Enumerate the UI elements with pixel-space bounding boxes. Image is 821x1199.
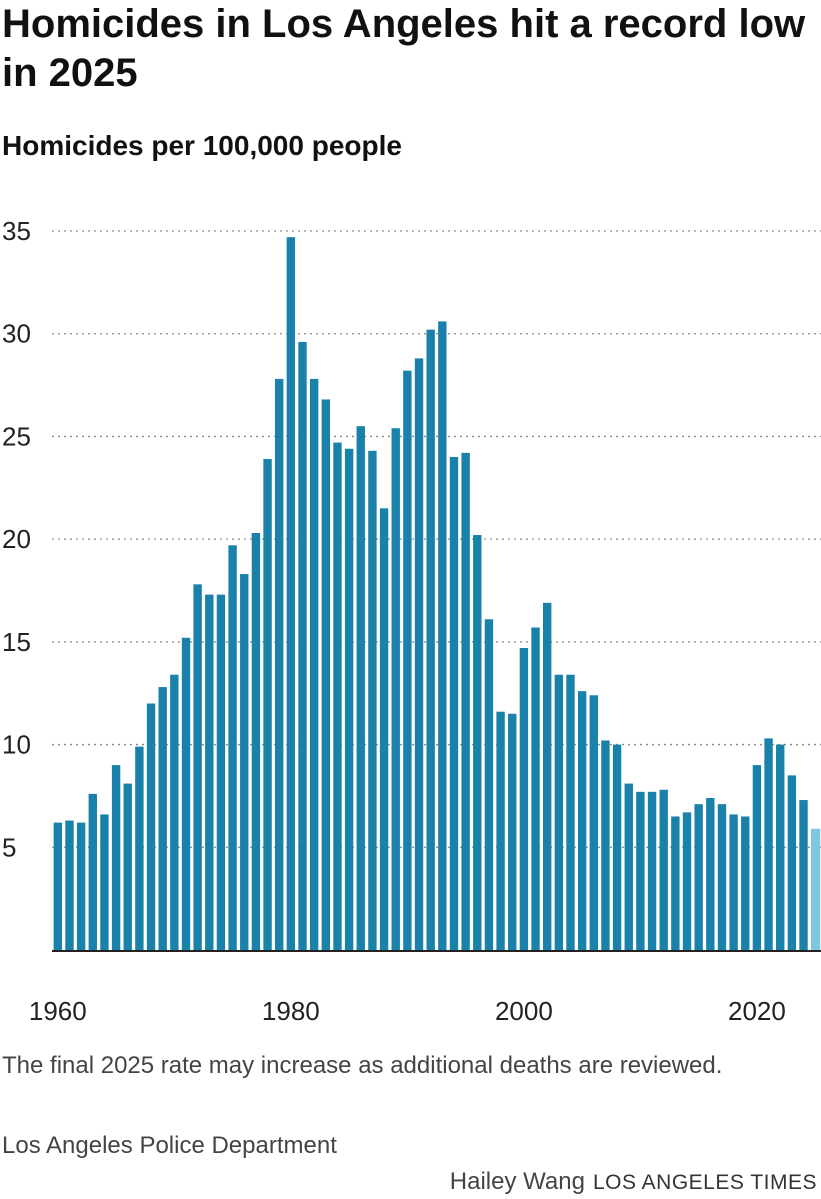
bar-2014 [682, 812, 692, 950]
bar-1962 [76, 822, 86, 950]
credit-line: Hailey Wang LOS ANGELES TIMES [450, 1167, 817, 1198]
bar-1978 [263, 459, 272, 950]
bar-1975 [228, 545, 237, 950]
bar-1979 [275, 378, 284, 950]
bar-1961 [65, 820, 74, 950]
bar-1995 [461, 452, 470, 950]
bar-1994 [449, 456, 459, 950]
chart-title: Homicides in Los Angeles hit a record lo… [2, 2, 806, 95]
bar-1982 [309, 378, 319, 950]
y-tick-label-20: 20 [2, 524, 31, 554]
bar-2009 [624, 783, 633, 950]
bar-2019 [741, 816, 750, 950]
footnote: The final 2025 rate may increase as addi… [2, 1052, 723, 1079]
bar-2024 [799, 800, 808, 950]
bar-1977 [251, 532, 261, 950]
bar-1972 [193, 584, 202, 950]
bar-2020 [752, 765, 762, 950]
bar-1969 [158, 687, 167, 950]
bar-1980 [286, 237, 296, 950]
axes: 5 10 15 20 25 30 35 1960 1980 2000 2020 [2, 216, 821, 1026]
bar-2008 [612, 744, 622, 950]
bar-1970 [170, 674, 179, 950]
bar-1960 [53, 822, 63, 950]
bar-2010 [636, 791, 645, 950]
bar-1993 [438, 321, 447, 950]
gridlines [52, 230, 821, 848]
x-tick-label-1960: 1960 [29, 996, 87, 1026]
bar-1991 [414, 358, 424, 950]
bar-2017 [717, 804, 727, 950]
bar-1963 [88, 793, 97, 950]
bar-1986 [356, 426, 365, 950]
chart-subtitle: Homicides per 100,000 people [2, 130, 402, 161]
bar-2016 [706, 797, 715, 950]
y-tick-label-15: 15 [2, 627, 31, 657]
bar-1973 [205, 594, 214, 950]
bars [53, 237, 821, 950]
bar-1983 [321, 399, 331, 950]
bar-1999 [508, 713, 517, 950]
bar-2004 [566, 674, 575, 950]
bar-1967 [135, 746, 144, 950]
x-tick-label-2020: 2020 [728, 996, 786, 1026]
bar-2021 [764, 738, 773, 950]
x-tick-label-1980: 1980 [262, 996, 320, 1026]
author-name: Hailey Wang [449, 1168, 585, 1195]
bar-1976 [240, 574, 249, 950]
bar-2018 [729, 814, 738, 950]
bar-1987 [368, 450, 377, 950]
bar-1971 [181, 637, 191, 950]
bar-1974 [216, 594, 226, 950]
bar-2000 [519, 648, 529, 950]
bar-1990 [403, 370, 412, 950]
bar-2003 [554, 674, 564, 950]
bar-2013 [671, 816, 680, 950]
bar-2001 [531, 627, 540, 950]
bar-2015 [694, 804, 703, 950]
bar-1968 [146, 703, 156, 950]
bar-2007 [601, 740, 610, 950]
source-label: Los Angeles Police Department [2, 1132, 337, 1159]
y-tick-label-30: 30 [2, 319, 31, 349]
bar-1988 [379, 508, 389, 950]
bar-1989 [391, 428, 400, 950]
bar-1981 [298, 341, 307, 950]
bar-1997 [484, 619, 494, 950]
bar-2012 [659, 789, 668, 950]
bar-2002 [542, 602, 552, 950]
bar-2025 [810, 828, 821, 950]
bar-2011 [647, 791, 657, 950]
bar-chart: 5 10 15 20 25 30 35 1960 1980 2000 2020 [2, 216, 821, 1026]
organization-name: LOS ANGELES TIMES [592, 1171, 817, 1194]
bar-1966 [123, 783, 132, 950]
x-tick-label-2000: 2000 [495, 996, 553, 1026]
y-tick-label-5: 5 [2, 832, 16, 862]
bar-1984 [333, 442, 342, 950]
y-tick-label-10: 10 [2, 730, 31, 760]
bar-1985 [344, 448, 354, 950]
bar-1992 [426, 329, 435, 950]
bar-1964 [100, 814, 109, 950]
y-tick-label-35: 35 [2, 216, 31, 246]
bar-1998 [496, 711, 505, 950]
bar-1996 [473, 535, 482, 950]
bar-2006 [589, 695, 598, 950]
bar-2022 [776, 744, 785, 950]
bar-2005 [577, 691, 587, 950]
bar-2023 [787, 775, 797, 950]
bar-1965 [111, 765, 121, 950]
y-tick-label-25: 25 [2, 421, 31, 451]
